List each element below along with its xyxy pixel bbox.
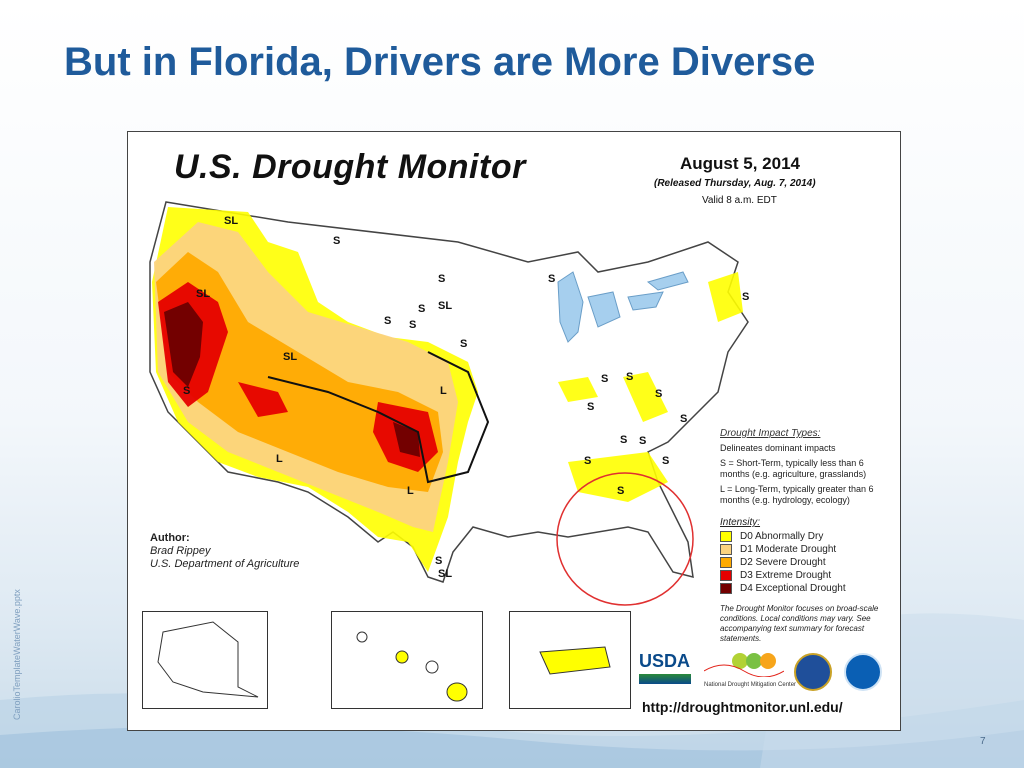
legend-swatch <box>720 557 732 568</box>
legend-d3: D3 Extreme Drought <box>720 569 846 582</box>
noaa-seal <box>844 653 882 691</box>
drought-monitor-url[interactable]: http://droughtmonitor.unl.edu/ <box>642 699 843 715</box>
legend-d1: D1 Moderate Drought <box>720 543 846 556</box>
legend-swatch <box>720 570 732 581</box>
page-number: 7 <box>980 736 986 747</box>
author-block: Author: Brad Rippey U.S. Department of A… <box>150 532 299 571</box>
usda-logo: USDA <box>639 651 691 687</box>
impact-types-header: Drought Impact Types: <box>720 428 821 439</box>
side-file-name: CarolioTemplateWaterWave.pptx <box>12 589 22 720</box>
slide-title: But in Florida, Drivers are More Diverse <box>64 40 816 84</box>
impact-marker: S <box>438 273 445 285</box>
impact-marker: S <box>620 434 627 446</box>
legend-swatch <box>720 544 732 555</box>
impact-marker: S <box>183 385 190 397</box>
impact-marker: S <box>418 303 425 315</box>
impact-marker: SL <box>224 215 238 227</box>
drought-map-image: U.S. Drought Monitor August 5, 2014 (Rel… <box>127 131 901 731</box>
ndmc-logo-text: National Drought Mitigation Center <box>704 682 797 688</box>
impact-marker: L <box>440 385 447 397</box>
impact-short-term: S = Short-Term, typically less than 6 mo… <box>720 458 867 479</box>
valid-time: Valid 8 a.m. EDT <box>702 195 777 206</box>
ndmc-logo: National Drought Mitigation Center <box>703 649 797 689</box>
impact-marker: S <box>409 319 416 331</box>
disclaimer-note: The Drought Monitor focuses on broad-sca… <box>720 604 879 643</box>
impact-marker: S <box>333 235 340 247</box>
usda-logo-text: USDA <box>639 651 691 671</box>
impact-marker: S <box>584 455 591 467</box>
legend-swatch <box>720 531 732 542</box>
legend-d4: D4 Exceptional Drought <box>720 582 846 595</box>
legend-label: D2 Severe Drought <box>740 557 826 568</box>
us-drought-map: SLSSLSSSSSLSSSSLLSSSSSSSSSSLLSSSLLSLSL <box>149 201 749 675</box>
puerto-rico-inset <box>509 611 631 709</box>
author-org: U.S. Department of Agriculture <box>150 558 300 570</box>
legend-d0: D0 Abnormally Dry <box>720 530 846 543</box>
legend-label: D3 Extreme Drought <box>740 570 832 581</box>
impact-marker: S <box>639 435 646 447</box>
legend-label: D0 Abnormally Dry <box>740 531 824 542</box>
impact-marker: S <box>587 401 594 413</box>
commerce-seal <box>794 653 832 691</box>
author-label: Author: <box>150 532 190 544</box>
florida-highlight-circle <box>556 472 694 606</box>
intensity-legend: Intensity: D0 Abnormally Dry D1 Moderate… <box>720 517 846 595</box>
impact-marker: SL <box>283 351 297 363</box>
impact-marker: S <box>384 315 391 327</box>
hawaii-inset <box>331 611 483 709</box>
legend-swatch <box>720 583 732 594</box>
impact-marker: SL <box>196 288 210 300</box>
impact-marker: S <box>626 371 633 383</box>
impact-marker: S <box>655 388 662 400</box>
intensity-header: Intensity: <box>720 517 761 528</box>
legend-label: D1 Moderate Drought <box>740 544 837 555</box>
alaska-inset <box>142 611 268 709</box>
legend-d2: D2 Severe Drought <box>720 556 846 569</box>
impact-marker: L <box>276 453 283 465</box>
impact-marker: S <box>601 373 608 385</box>
impact-marker: S <box>742 291 749 303</box>
map-title: U.S. Drought Monitor <box>174 148 526 186</box>
impact-marker: S <box>617 485 624 497</box>
map-date: August 5, 2014 <box>680 154 800 173</box>
impact-marker: S <box>680 413 687 425</box>
impact-marker: S <box>662 455 669 467</box>
impact-marker: SL <box>438 568 452 580</box>
impact-dominant: Delineates dominant impacts <box>720 443 836 453</box>
impact-marker: L <box>407 485 414 497</box>
impact-long-term: L = Long-Term, typically greater than 6 … <box>720 484 874 505</box>
impact-marker: S <box>435 555 442 567</box>
impact-marker: S <box>548 273 555 285</box>
impact-marker: SL <box>438 300 452 312</box>
author-name: Brad Rippey <box>150 545 211 557</box>
legend-label: D4 Exceptional Drought <box>740 583 846 594</box>
release-date: (Released Thursday, Aug. 7, 2014) <box>654 178 816 189</box>
great-lakes <box>557 271 689 343</box>
impact-types-legend: Drought Impact Types: Delineates dominan… <box>720 428 895 510</box>
impact-marker: S <box>460 338 467 350</box>
